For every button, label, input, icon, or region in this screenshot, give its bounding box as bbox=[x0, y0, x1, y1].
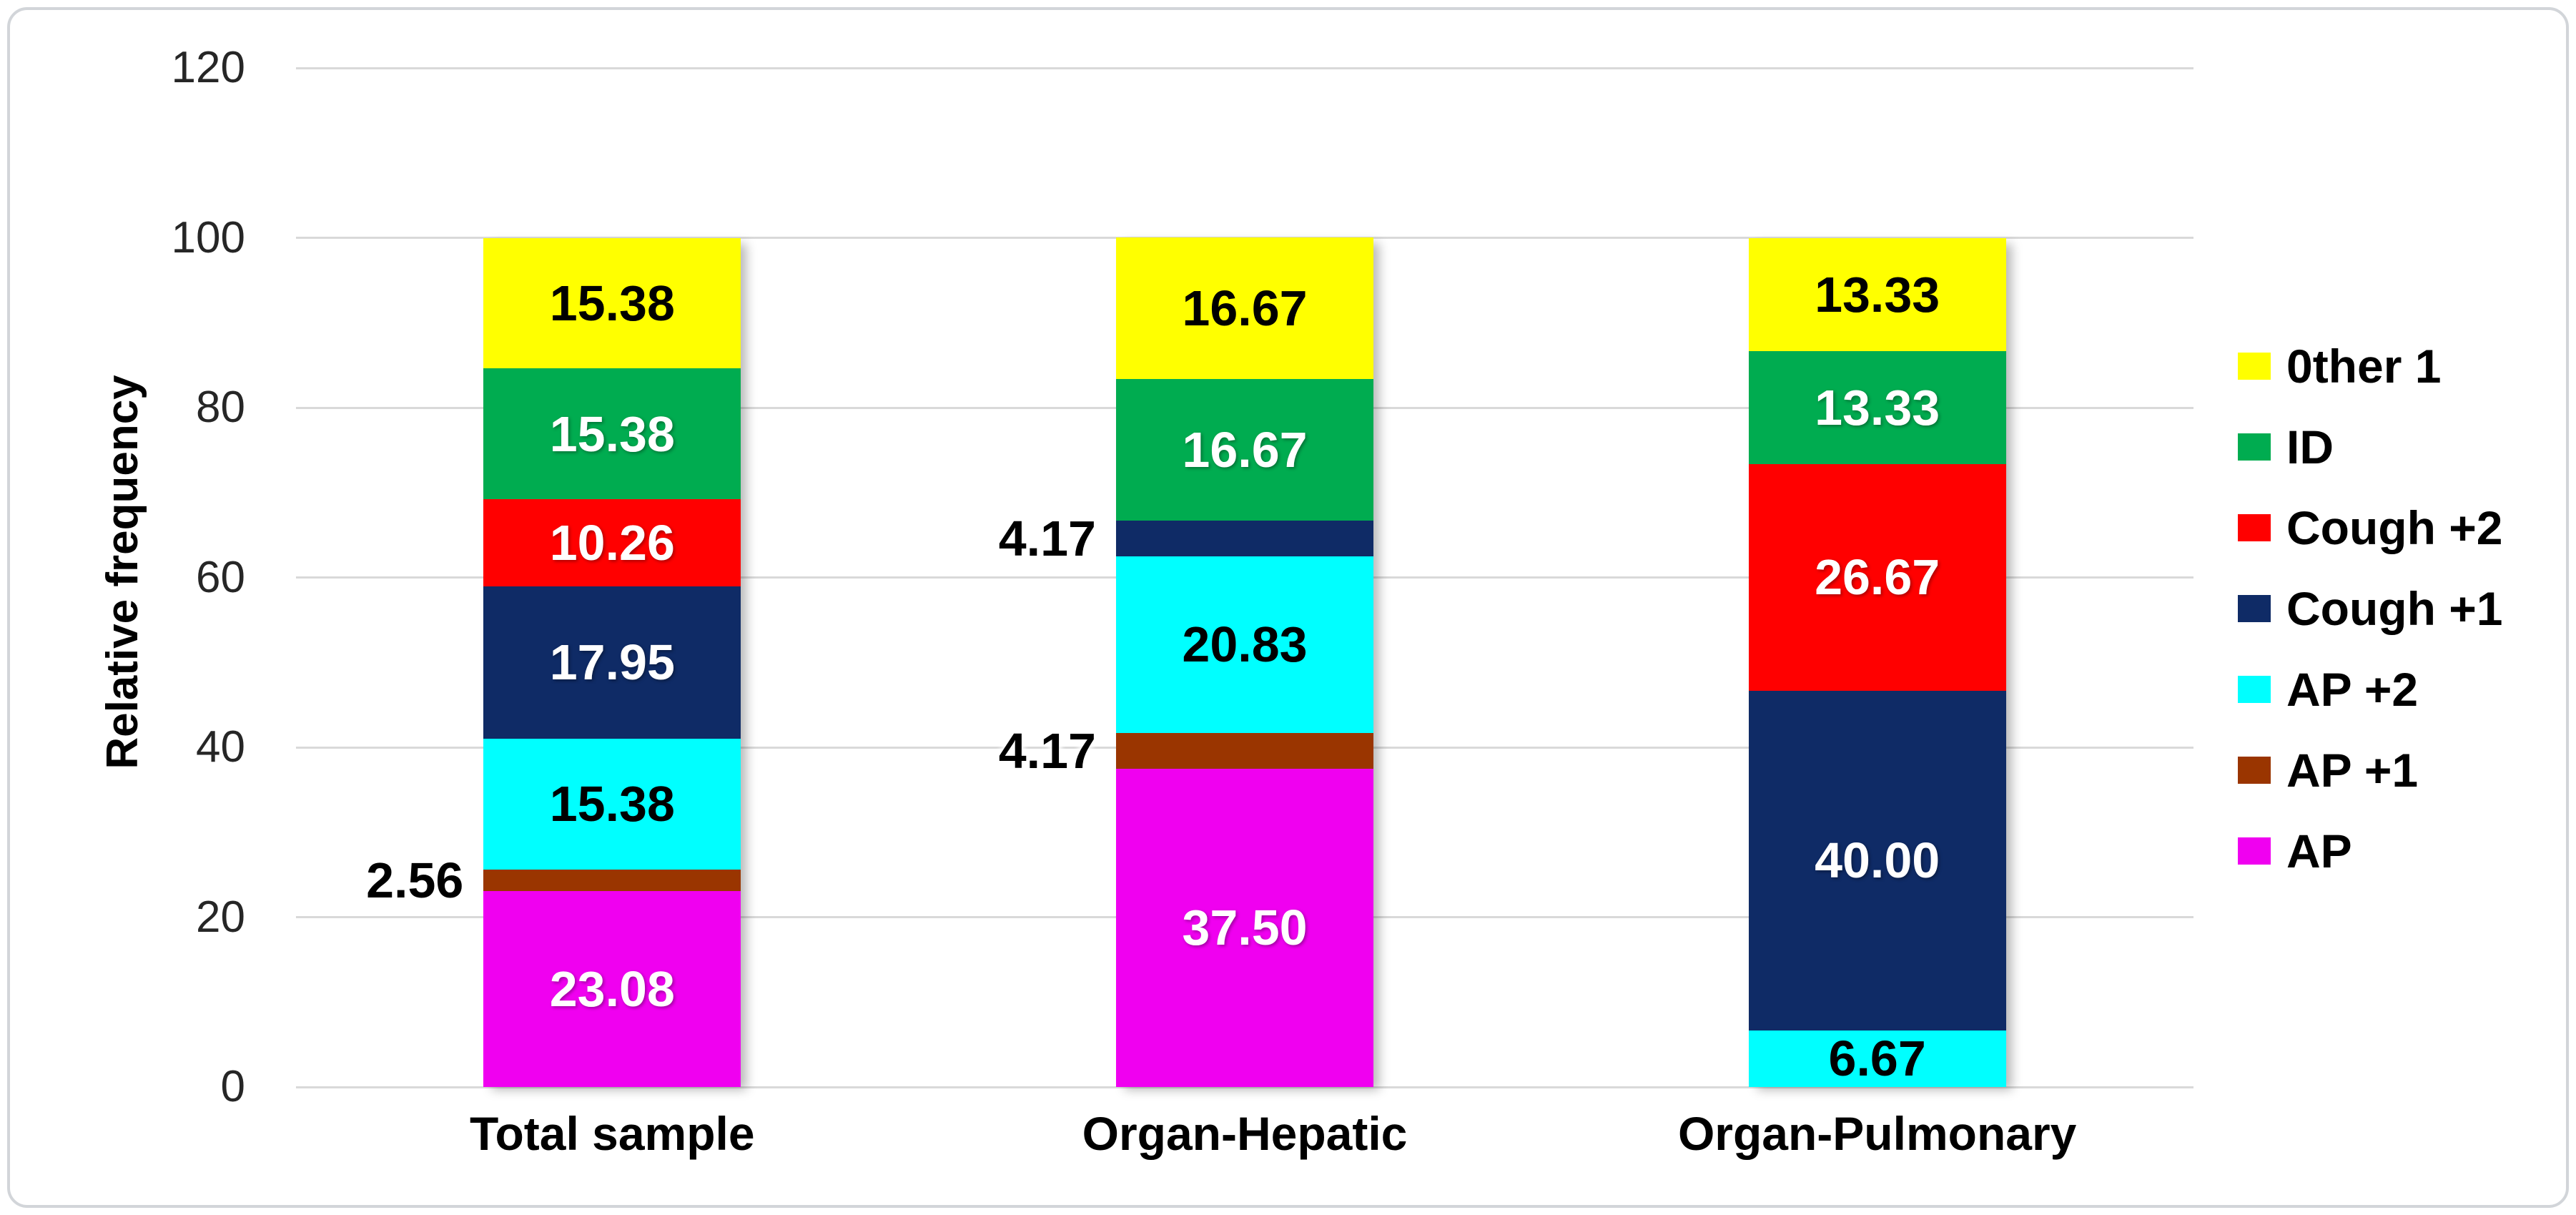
bar-segment: 37.50 bbox=[1116, 768, 1373, 1087]
legend-label: AP +2 bbox=[2286, 663, 2419, 716]
bar-segment bbox=[1116, 521, 1373, 556]
y-tick-label: 20 bbox=[196, 892, 245, 942]
data-label: 15.38 bbox=[549, 776, 675, 832]
data-label-outside: 2.56 bbox=[366, 852, 464, 908]
legend-label: AP bbox=[2286, 825, 2352, 877]
bar-total-sample: 23.08 15.38 17.95 10.26 15.38 15.38 bbox=[483, 237, 741, 1087]
legend-label: ID bbox=[2286, 420, 2334, 473]
bar-segment: 15.38 bbox=[483, 368, 741, 499]
bar-segment: 26.67 bbox=[1748, 464, 2006, 691]
bar-segment: 40.00 bbox=[1748, 690, 2006, 1030]
legend-label: AP +1 bbox=[2286, 744, 2419, 797]
data-label: 17.95 bbox=[549, 634, 675, 691]
legend-swatch bbox=[2238, 595, 2271, 622]
bar-organ-hepatic: 37.50 20.83 16.67 16.67 bbox=[1116, 237, 1373, 1087]
bar-segment bbox=[1116, 733, 1373, 769]
data-label: 37.50 bbox=[1182, 900, 1308, 956]
legend-swatch bbox=[2238, 514, 2271, 541]
gridline bbox=[296, 67, 2193, 69]
y-tick-label: 80 bbox=[196, 383, 245, 432]
data-label: 6.67 bbox=[1828, 1030, 1926, 1087]
legend-swatch bbox=[2238, 433, 2271, 461]
data-label: 16.67 bbox=[1182, 422, 1308, 478]
data-label-outside: 4.17 bbox=[998, 511, 1096, 567]
data-label-outside: 4.17 bbox=[998, 722, 1096, 779]
bar-segment bbox=[483, 869, 741, 891]
data-label: 16.67 bbox=[1182, 280, 1308, 337]
data-label: 20.83 bbox=[1182, 616, 1308, 673]
bar-segment: 13.33 bbox=[1748, 237, 2006, 351]
bar-segment: 16.67 bbox=[1116, 379, 1373, 521]
category-label: Total sample bbox=[470, 1107, 755, 1160]
category-label: Organ-Hepatic bbox=[1082, 1107, 1408, 1160]
bar-segment: 15.38 bbox=[483, 738, 741, 870]
data-label: 10.26 bbox=[549, 514, 675, 571]
legend-label: Cough +2 bbox=[2286, 501, 2503, 554]
bar-segment: 15.38 bbox=[483, 237, 741, 369]
y-tick-label: 40 bbox=[196, 722, 245, 772]
legend-swatch bbox=[2238, 837, 2271, 865]
data-label: 15.38 bbox=[549, 275, 675, 331]
gridline bbox=[296, 1086, 2193, 1088]
data-label: 15.38 bbox=[549, 405, 675, 462]
legend-label: 0ther 1 bbox=[2286, 340, 2442, 393]
legend-swatch bbox=[2238, 757, 2271, 784]
bar-segment: 13.33 bbox=[1748, 350, 2006, 465]
legend-swatch bbox=[2238, 676, 2271, 703]
y-tick-label: 60 bbox=[196, 552, 245, 602]
legend-swatch bbox=[2238, 353, 2271, 380]
data-label: 23.08 bbox=[549, 960, 675, 1017]
bar-segment: 16.67 bbox=[1116, 237, 1373, 380]
bar-segment: 17.95 bbox=[483, 586, 741, 739]
data-label: 40.00 bbox=[1815, 832, 1940, 889]
legend-label: Cough +1 bbox=[2286, 582, 2503, 635]
bar-segment: 10.26 bbox=[483, 498, 741, 586]
bar-organ-pulmonary: 6.67 40.00 26.67 13.33 13.33 bbox=[1748, 237, 2006, 1087]
category-label: Organ-Pulmonary bbox=[1677, 1107, 2077, 1160]
bar-segment: 23.08 bbox=[483, 890, 741, 1087]
bar-segment: 6.67 bbox=[1748, 1030, 2006, 1087]
y-tick-label: 120 bbox=[171, 43, 245, 92]
data-label: 13.33 bbox=[1815, 266, 1940, 323]
y-tick-label: 0 bbox=[220, 1062, 245, 1111]
data-label: 26.67 bbox=[1815, 549, 1940, 606]
data-label: 13.33 bbox=[1815, 379, 1940, 436]
y-tick-label: 100 bbox=[171, 212, 245, 262]
bar-segment: 20.83 bbox=[1116, 556, 1373, 734]
